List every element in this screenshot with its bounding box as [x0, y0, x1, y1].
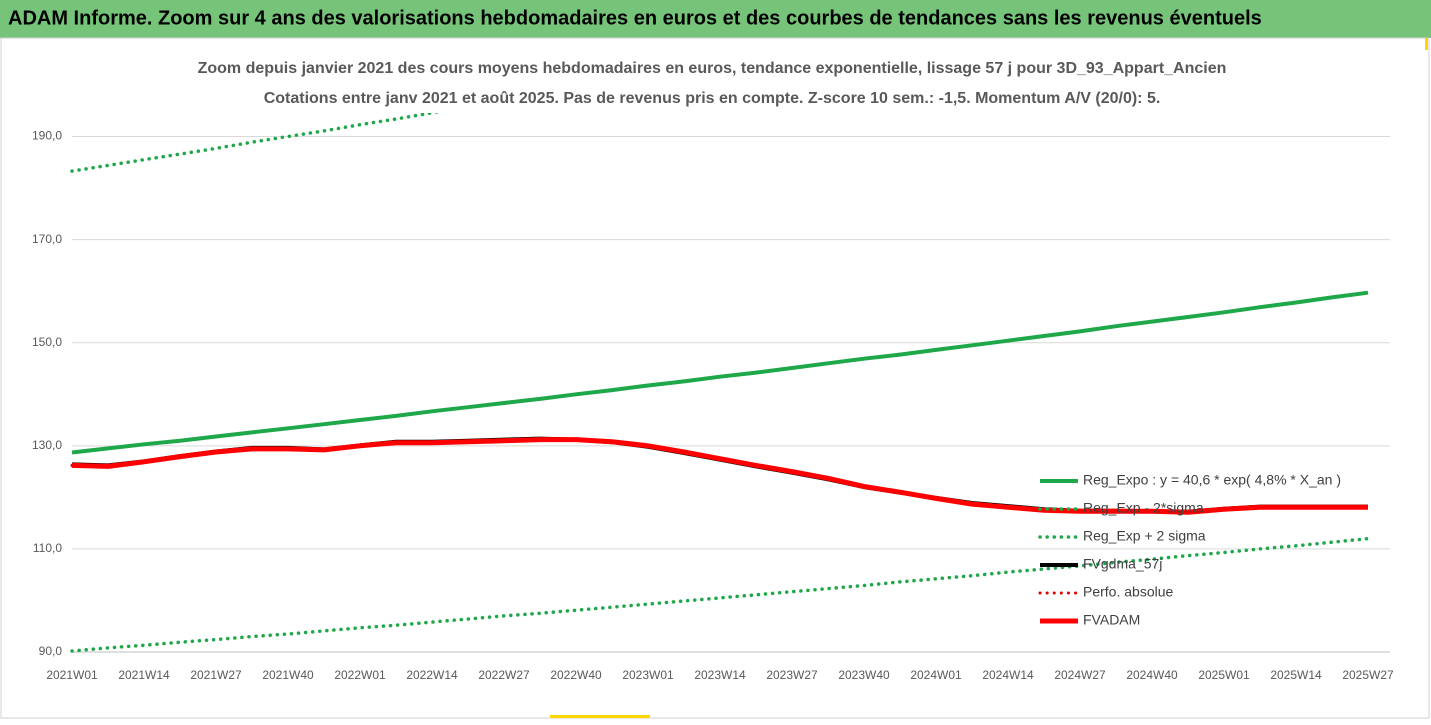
y-tick-label: 190,0	[32, 129, 62, 143]
legend-label: Reg_Exp + 2 sigma	[1083, 528, 1206, 544]
decor	[1425, 38, 1428, 50]
y-tick-label: 150,0	[32, 335, 62, 349]
grid: 90,0 110,0 130,0 150,0 170,0 190,0 2021W01 2021…	[32, 129, 1394, 682]
x-tick-label: 2024W01	[910, 668, 962, 682]
series-line	[71, 437, 1368, 515]
header-title: ADAM Informe. Zoom sur 4 ans des valoris…	[8, 7, 1262, 29]
x-tick-label: 2021W14	[118, 668, 170, 682]
plot-lines	[70, 85, 1370, 653]
x-tick-label: 2025W01	[1198, 668, 1250, 682]
x-tick-label: 2025W27	[1342, 668, 1394, 682]
x-tick-label: 2023W40	[838, 668, 890, 682]
x-tick-label: 2021W40	[262, 668, 314, 682]
series-line	[71, 290, 1369, 455]
legend-label: Reg_Exp - 2*sigma	[1083, 500, 1204, 516]
x-tick-label: 2022W40	[550, 668, 602, 682]
series-line	[70, 85, 608, 173]
series-line	[70, 536, 1370, 653]
legend-label: Reg_Expo : y = 40,6 * exp( 4,8% * X_an )	[1083, 472, 1341, 488]
x-tick-label: 2023W27	[766, 668, 818, 682]
y-tick-label: 170,0	[32, 232, 62, 246]
title-box	[195, 55, 1235, 113]
legend: Reg_Expo : y = 40,6 * exp( 4,8% * X_an )…	[1038, 472, 1341, 628]
x-tick-label: 2024W14	[982, 668, 1034, 682]
x-tick-label: 2021W01	[46, 668, 98, 682]
x-tick-label: 2023W14	[694, 668, 746, 682]
x-tick-label: 2025W14	[1270, 668, 1322, 682]
decor	[550, 715, 650, 718]
header-bar	[0, 0, 1431, 38]
y-tick-label: 90,0	[39, 644, 63, 658]
y-tick-label: 110,0	[33, 541, 62, 555]
x-tick-label: 2024W27	[1054, 668, 1106, 682]
y-tick-label: 130,0	[32, 438, 62, 452]
chart-subtitle: Cotations entre janv 2021 et août 2025. …	[264, 90, 1161, 107]
chart-title: Zoom depuis janvier 2021 des cours moyen…	[198, 60, 1227, 77]
x-tick-label: 2022W27	[478, 668, 530, 682]
x-tick-label: 2024W40	[1126, 668, 1178, 682]
x-tick-label: 2022W14	[406, 668, 458, 682]
x-tick-label: 2023W01	[622, 668, 674, 682]
legend-label: FVgdma_57j	[1083, 556, 1162, 572]
legend-label: Perfo. absolue	[1083, 584, 1173, 600]
x-tick-label: 2021W27	[190, 668, 242, 682]
x-tick-label: 2022W01	[334, 668, 386, 682]
chart-border	[0, 37, 1430, 719]
legend-label: FVADAM	[1083, 612, 1140, 628]
